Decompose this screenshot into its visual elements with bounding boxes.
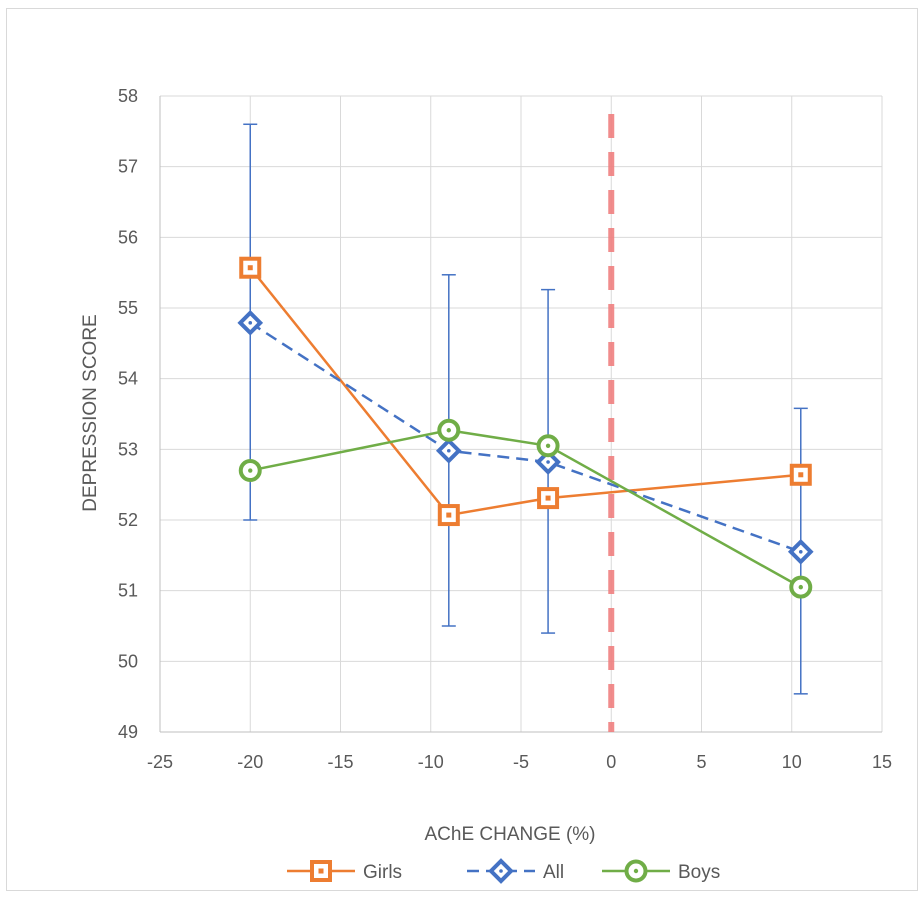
axes [159, 96, 882, 733]
series-line-all [249, 321, 802, 553]
y-tick-label: 50 [118, 651, 138, 671]
legend-item-all: All [467, 858, 564, 884]
y-tick-label: 57 [118, 157, 138, 177]
x-tick-label: 5 [696, 752, 706, 772]
x-tick-label: -25 [147, 752, 173, 772]
data-point-boys-core [798, 584, 803, 590]
x-tick-label: -10 [418, 752, 444, 772]
legend-marker-boys-core [633, 868, 639, 874]
x-tick-label: -5 [513, 752, 529, 772]
data-point-all-core [248, 321, 253, 325]
x-axis-title: AChE CHANGE (%) [424, 824, 595, 845]
series-markers-boys [238, 418, 813, 599]
y-tick-label: 58 [118, 86, 138, 106]
legend-marker-girls-core [318, 868, 324, 874]
data-point-girls-core [446, 512, 452, 518]
data-point-boys-core [248, 468, 253, 473]
y-tick-label: 49 [118, 722, 138, 742]
series-layer [237, 256, 814, 599]
x-tick-label: 15 [872, 752, 892, 772]
series-markers-all [237, 310, 814, 565]
legend: Girls All Boys [287, 858, 720, 884]
y-axis-title: DEPRESSION SCORE [80, 314, 101, 511]
legend-label-boys: Boys [678, 862, 720, 883]
y-tick-label: 51 [118, 581, 138, 601]
data-point-girls-core [545, 495, 551, 501]
y-tick-label: 54 [118, 369, 138, 389]
x-tick-label: 10 [782, 752, 802, 772]
y-tick-label: 53 [118, 439, 138, 459]
series-boys [250, 428, 802, 589]
legend-item-boys: Boys [602, 859, 720, 883]
legend-item-girls: Girls [287, 860, 402, 883]
tick-labels: -25 -20 -15 -10 -5 0 5 10 15 49 50 51 52 53 54 55 56 57 58 [118, 86, 892, 772]
x-tick-label: -20 [237, 752, 263, 772]
data-point-boys-core [446, 428, 451, 433]
legend-label-all: All [543, 862, 564, 883]
data-point-girls-core [247, 265, 253, 271]
data-point-boys-core [545, 443, 551, 448]
y-tick-label: 56 [118, 227, 138, 247]
data-point-all-core [798, 550, 803, 554]
series-markers-girls [239, 256, 812, 527]
data-point-all-core [447, 448, 451, 453]
x-tick-label: -15 [327, 752, 353, 772]
data-point-all-core [546, 460, 550, 464]
series-line-girls [249, 266, 801, 517]
y-tick-label: 55 [118, 298, 138, 318]
series-line-boys [250, 428, 802, 589]
legend-label-girls: Girls [363, 862, 402, 883]
y-tick-label: 52 [118, 510, 138, 530]
legend-marker-all-core [499, 869, 503, 873]
gridlines [160, 95, 883, 732]
series-girls [249, 266, 801, 517]
series-all [249, 321, 802, 553]
x-tick-label: 0 [606, 752, 616, 772]
data-point-girls-core [798, 472, 804, 478]
